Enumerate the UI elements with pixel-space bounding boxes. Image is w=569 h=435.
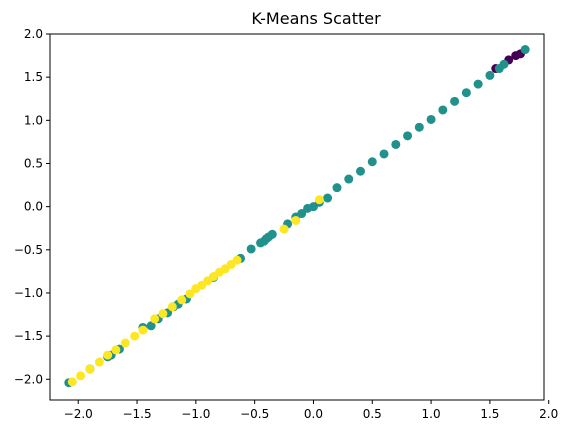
y-tick-label: 0.5 bbox=[24, 156, 43, 170]
scatter-point-s2-6 bbox=[120, 338, 130, 348]
scatter-point-s1-19 bbox=[267, 229, 277, 239]
scatter-point-s2-13 bbox=[185, 289, 195, 299]
scatter-point-s1-40 bbox=[485, 70, 495, 80]
y-tick-label: −1.5 bbox=[14, 329, 43, 343]
chart-title: K-Means Scatter bbox=[251, 9, 381, 28]
scatter-point-s2-5 bbox=[111, 345, 121, 355]
x-tick-label: 2.0 bbox=[539, 407, 558, 421]
x-tick-label: 1.0 bbox=[422, 407, 441, 421]
scatter-point-s1-34 bbox=[414, 122, 424, 132]
scatter-point-s1-36 bbox=[438, 105, 448, 115]
scatter-point-s2-3 bbox=[94, 357, 104, 367]
scatter-point-s1-22 bbox=[297, 209, 307, 219]
scatter-point-s1-30 bbox=[367, 157, 377, 167]
scatter-point-s1-27 bbox=[332, 183, 342, 193]
x-axis: −2.0 −1.5 −1.0 −0.5 0.0 0.5 1.0 1.5 2.0 bbox=[64, 400, 558, 421]
scatter-point-s2-11 bbox=[167, 302, 177, 312]
scatter-point-s1-28 bbox=[344, 174, 354, 184]
x-tick-label: −1.0 bbox=[181, 407, 210, 421]
x-tick-label: 1.5 bbox=[480, 407, 499, 421]
scatter-point-s1-42 bbox=[499, 59, 509, 69]
x-tick-label: 0.0 bbox=[304, 407, 323, 421]
y-tick-label: −1.0 bbox=[14, 286, 43, 300]
scatter-point-s1-14 bbox=[246, 244, 256, 254]
scatter-point-s1-26 bbox=[323, 193, 333, 203]
scatter-point-s2-24 bbox=[314, 195, 324, 205]
x-tick-label: 0.5 bbox=[363, 407, 382, 421]
scatter-point-s2-8 bbox=[138, 325, 148, 335]
scatter-point-s1-29 bbox=[356, 166, 366, 176]
scatter-point-s1-32 bbox=[391, 139, 401, 149]
scatter-point-s2-21 bbox=[232, 255, 242, 265]
scatter-point-s2-2 bbox=[85, 364, 95, 374]
y-axis: −2.0 −1.5 −1.0 −0.5 0.0 0.5 1.0 1.5 2.0 bbox=[14, 27, 50, 386]
scatter-point-s1-39 bbox=[473, 79, 483, 89]
scatter-point-s1-6 bbox=[146, 321, 156, 331]
x-tick-label: −0.5 bbox=[240, 407, 269, 421]
scatter-point-s2-9 bbox=[150, 314, 160, 324]
scatter-point-s2-1 bbox=[76, 371, 86, 381]
scatter-point-s2-4 bbox=[103, 350, 113, 360]
x-tick-label: −2.0 bbox=[64, 407, 93, 421]
x-tick-label: −1.5 bbox=[122, 407, 151, 421]
y-tick-label: 0.0 bbox=[24, 200, 43, 214]
scatter-point-s2-12 bbox=[177, 295, 187, 305]
scatter-point-s1-37 bbox=[450, 96, 460, 106]
y-tick-label: −0.5 bbox=[14, 243, 43, 257]
scatter-point-s2-22 bbox=[279, 224, 289, 234]
scatter-point-s2-0 bbox=[67, 377, 77, 387]
y-tick-label: −2.0 bbox=[14, 372, 43, 386]
scatter-point-s1-43 bbox=[520, 45, 530, 55]
scatter-point-s2-10 bbox=[158, 309, 168, 319]
scatter-point-s2-7 bbox=[130, 331, 140, 341]
scatter-point-s1-31 bbox=[379, 149, 389, 159]
scatter-point-s2-23 bbox=[291, 215, 301, 225]
points-layer bbox=[64, 45, 530, 388]
plot-frame bbox=[49, 33, 545, 401]
y-tick-label: 2.0 bbox=[24, 27, 43, 41]
scatter-point-s1-38 bbox=[461, 88, 471, 98]
y-tick-label: 1.5 bbox=[24, 70, 43, 84]
scatter-point-s1-35 bbox=[426, 114, 436, 124]
y-tick-label: 1.0 bbox=[24, 113, 43, 127]
scatter-point-s1-33 bbox=[403, 131, 413, 141]
